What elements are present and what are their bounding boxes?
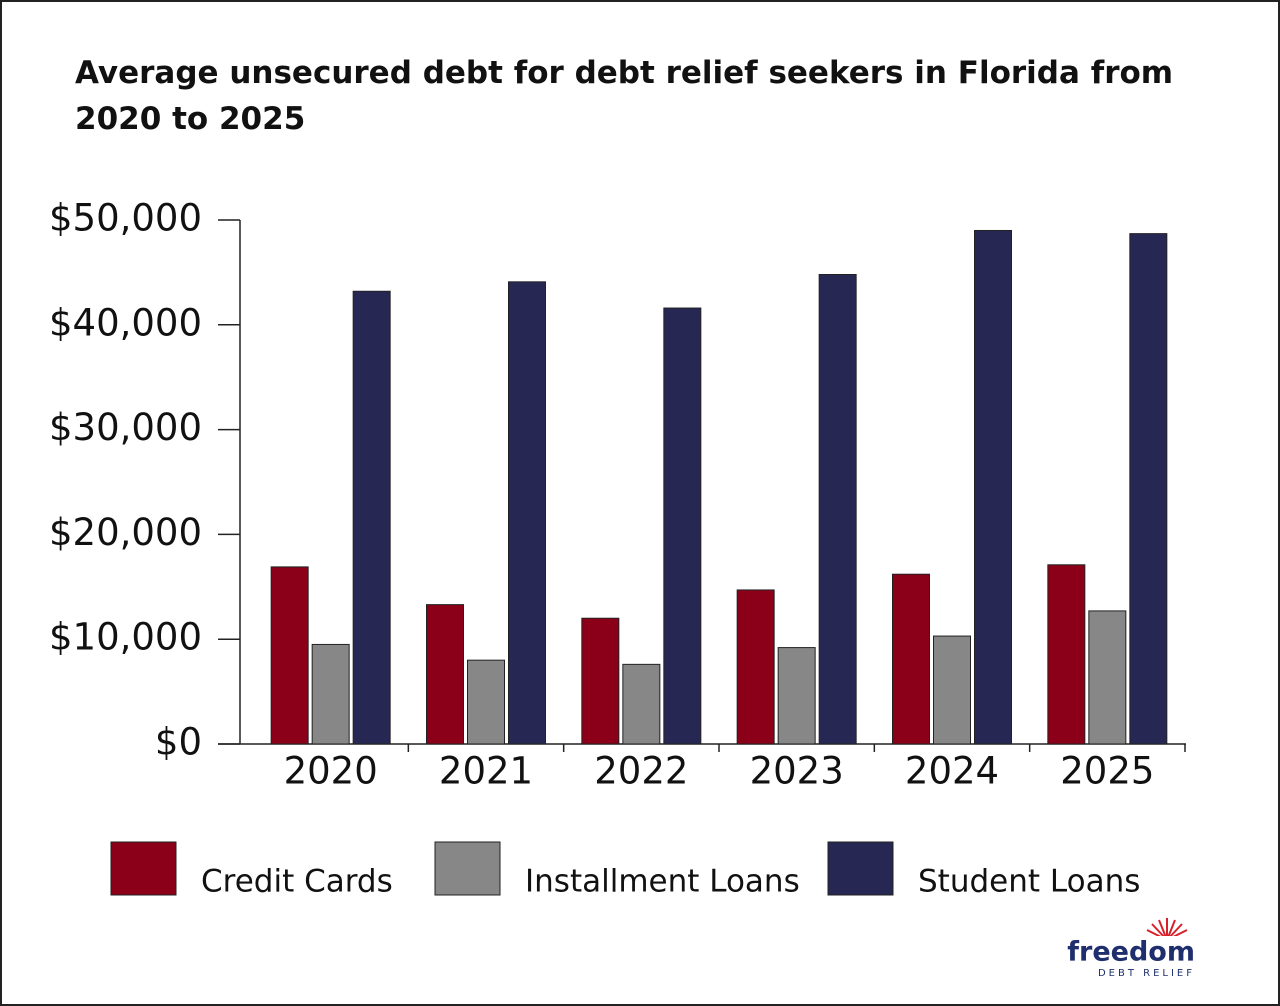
bar (311, 643, 350, 745)
logo-mask (1140, 936, 1196, 944)
y-tick-label: $50,000 (49, 197, 202, 240)
x-tick-label: 2023 (750, 750, 844, 793)
bar (974, 229, 1012, 745)
logo-tagline: DEBT RELIEF (1098, 968, 1195, 979)
legend-swatch (110, 841, 177, 896)
bar (467, 659, 505, 745)
logo-name: freedom (1067, 937, 1195, 968)
bar (892, 573, 930, 745)
chart-title: Average unsecured debt for debt relief s… (75, 55, 1174, 137)
bar (818, 273, 857, 745)
bar (736, 589, 775, 745)
bar (1129, 233, 1168, 745)
bar (508, 281, 546, 745)
x-tick-label: 2024 (905, 750, 999, 793)
x-tick-label: 2022 (594, 750, 688, 793)
bar (270, 566, 309, 745)
legend-label: Installment Loans (525, 864, 800, 900)
y-tick-label: $10,000 (49, 616, 202, 659)
x-tick-label: 2020 (284, 750, 378, 793)
legend-label: Credit Cards (201, 864, 393, 900)
legend-swatch (434, 841, 501, 896)
legend-label: Student Loans (918, 864, 1140, 900)
bar (663, 307, 702, 745)
bar (1047, 564, 1086, 745)
bar (622, 663, 661, 745)
bar (426, 604, 464, 745)
bar (581, 617, 620, 745)
y-tick-label: $30,000 (49, 406, 202, 449)
x-tick-label: 2021 (439, 750, 533, 793)
bar (1088, 610, 1127, 745)
y-tick-label: $40,000 (49, 301, 202, 344)
bar (352, 290, 391, 745)
legend-swatch (827, 841, 894, 896)
y-tick-label: $20,000 (49, 511, 202, 554)
bar (777, 647, 816, 745)
bar (933, 635, 971, 745)
y-tick-label: $0 (155, 721, 202, 764)
x-tick-label: 2025 (1060, 750, 1154, 793)
